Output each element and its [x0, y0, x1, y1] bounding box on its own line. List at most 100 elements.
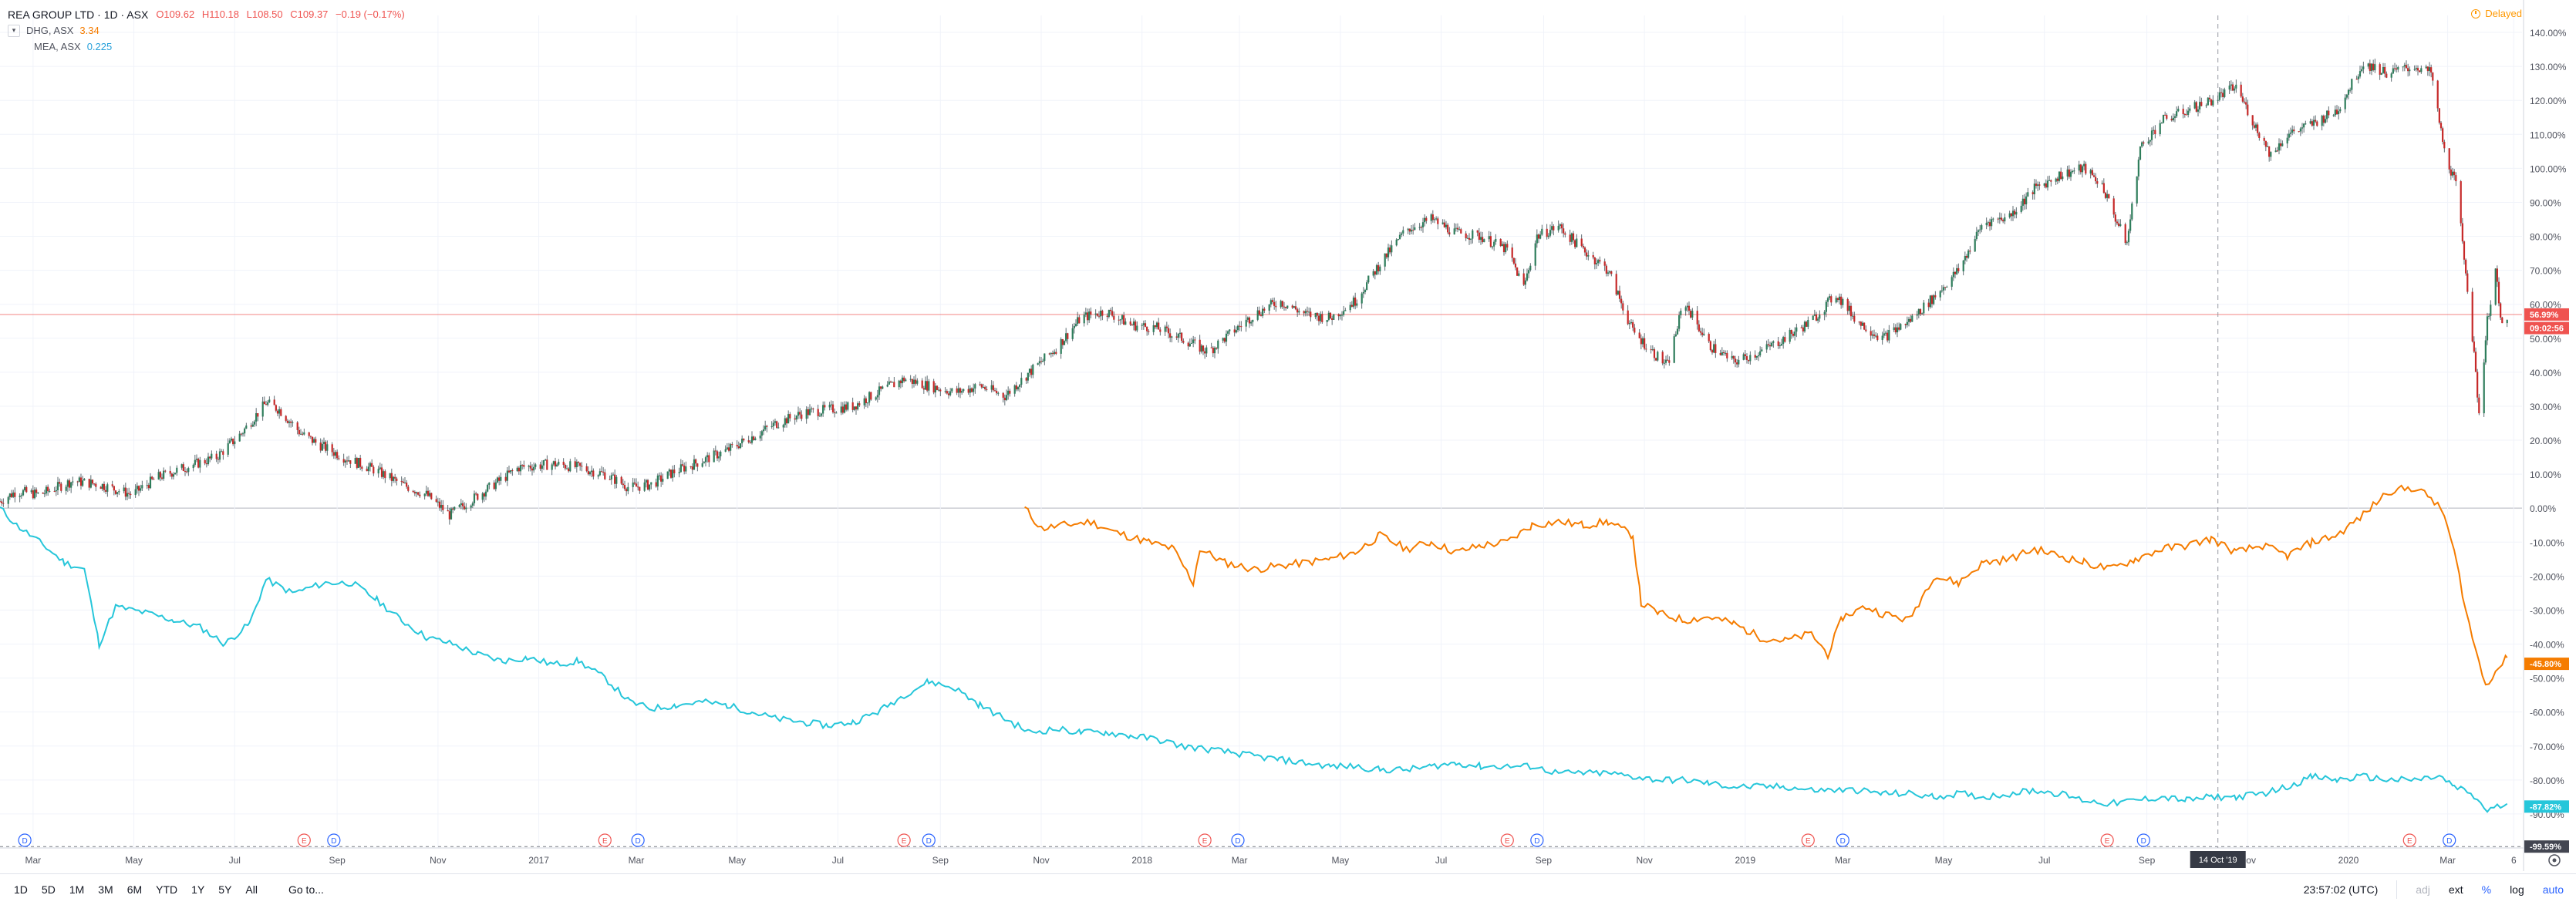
- candle-body: [342, 459, 345, 463]
- event-marker-label: D: [2141, 837, 2146, 846]
- candle-body: [774, 421, 777, 423]
- candle-body: [2328, 110, 2330, 116]
- candle-body: [1792, 334, 1795, 336]
- compare-name-dhg[interactable]: DHG, ASX: [26, 25, 74, 36]
- candle-body: [1124, 321, 1127, 325]
- range-all[interactable]: All: [245, 883, 258, 896]
- candle-body: [2420, 68, 2423, 72]
- goto-button[interactable]: Go to...: [288, 883, 324, 896]
- candle-body: [1169, 333, 1172, 338]
- candle-body: [70, 482, 72, 488]
- compare-name-mea[interactable]: MEA, ASX: [34, 41, 81, 52]
- y-tick-label: -70.00%: [2530, 742, 2564, 752]
- auto-toggle[interactable]: auto: [2542, 883, 2564, 896]
- log-toggle[interactable]: log: [2510, 883, 2524, 896]
- candle-body: [1501, 244, 1503, 247]
- candle-body: [1688, 305, 1691, 311]
- candle-body: [691, 466, 693, 470]
- dividend-marker: [2136, 833, 2150, 847]
- delayed-indicator[interactable]: Delayed: [2471, 8, 2522, 19]
- candle-body: [623, 485, 626, 490]
- candle-body: [1534, 243, 1536, 266]
- candle-body: [2264, 140, 2267, 147]
- candle-body: [2451, 171, 2454, 176]
- x-tick-label: Nov: [1636, 855, 1652, 866]
- y-tick-label: 60.00%: [2530, 300, 2561, 311]
- range-1y[interactable]: 1Y: [191, 883, 205, 896]
- candle-body: [1610, 271, 1613, 274]
- range-5y[interactable]: 5Y: [218, 883, 232, 896]
- candle-body: [649, 484, 651, 490]
- candle-body: [2085, 163, 2087, 174]
- candle-body: [1898, 327, 1900, 330]
- candle-body: [516, 467, 518, 472]
- compare-row-mea[interactable]: MEA, ASX 0.225: [8, 39, 410, 55]
- candle-body: [1281, 301, 1283, 307]
- candle-body: [1020, 378, 1023, 385]
- range-6m[interactable]: 6M: [126, 883, 143, 896]
- candle-body: [2345, 94, 2348, 98]
- candle-body: [2247, 104, 2249, 116]
- percent-toggle[interactable]: %: [2481, 883, 2492, 896]
- candle-body: [1861, 322, 1864, 326]
- main-series-title[interactable]: REA GROUP LTD · 1D · ASX: [8, 8, 149, 21]
- candle-body: [695, 459, 697, 464]
- candle-body: [2116, 221, 2119, 224]
- y-tick-label: 40.00%: [2530, 368, 2561, 378]
- utc-time[interactable]: 23:57:02 (UTC): [2303, 883, 2379, 896]
- candle-body: [1142, 323, 1145, 325]
- candle-body: [1194, 339, 1196, 341]
- adj-toggle[interactable]: adj: [2416, 883, 2430, 896]
- candle-body: [1225, 333, 1228, 342]
- candle-body: [1622, 303, 1624, 311]
- candle-body: [1967, 251, 1970, 258]
- candle-body: [448, 511, 450, 520]
- collapse-legend-icon[interactable]: ▾: [8, 24, 20, 37]
- candle-body: [134, 489, 137, 496]
- chart-svg[interactable]: 140.00% 130.00% 120.00% 110.00% 100.00% 90.00…: [0, 0, 2576, 873]
- candle-body: [1907, 318, 1910, 322]
- candle-body: [602, 471, 605, 473]
- candle-body: [915, 379, 917, 384]
- candle-body: [475, 493, 477, 495]
- candle-body: [357, 457, 360, 468]
- candle-body: [2062, 176, 2064, 180]
- candle-body: [934, 385, 936, 393]
- range-1d[interactable]: 1D: [14, 883, 28, 896]
- candle-body: [1298, 311, 1300, 313]
- candle-body: [928, 381, 930, 391]
- candle-body: [1528, 270, 1530, 274]
- candle-body: [487, 484, 489, 492]
- candle-body: [847, 402, 849, 410]
- compare-row-dhg[interactable]: ▾ DHG, ASX 3.34: [8, 22, 410, 39]
- candle-body: [1506, 244, 1509, 248]
- candle-body: [1379, 266, 1381, 271]
- candle-body: [2154, 130, 2156, 135]
- candle-body: [123, 487, 125, 492]
- candle-body: [331, 444, 333, 452]
- range-ytd[interactable]: YTD: [156, 883, 178, 896]
- candle-body: [1443, 222, 1445, 227]
- candle-body: [992, 385, 994, 391]
- candle-body: [759, 436, 761, 439]
- candle-body: [1222, 338, 1224, 341]
- candle-body: [2056, 178, 2058, 181]
- candle-body: [912, 379, 915, 384]
- candle-body: [784, 418, 786, 426]
- event-marker-label: D: [331, 837, 336, 846]
- candle-body: [1974, 239, 1976, 252]
- range-1m[interactable]: 1M: [69, 883, 85, 896]
- main-series-row[interactable]: REA GROUP LTD · 1D · ASX O109.62 H110.18…: [8, 6, 410, 22]
- x-tick-label: Sep: [2139, 855, 2156, 866]
- candle-body: [2199, 102, 2201, 109]
- candle-body: [1372, 271, 1374, 276]
- range-3m[interactable]: 3M: [98, 883, 113, 896]
- candle-body: [2316, 121, 2318, 126]
- candle-body: [394, 476, 396, 479]
- candle-body: [696, 463, 699, 467]
- candle-body: [1761, 349, 1763, 352]
- ext-toggle[interactable]: ext: [2448, 883, 2463, 896]
- candle-body: [574, 461, 576, 468]
- range-5d[interactable]: 5D: [41, 883, 56, 896]
